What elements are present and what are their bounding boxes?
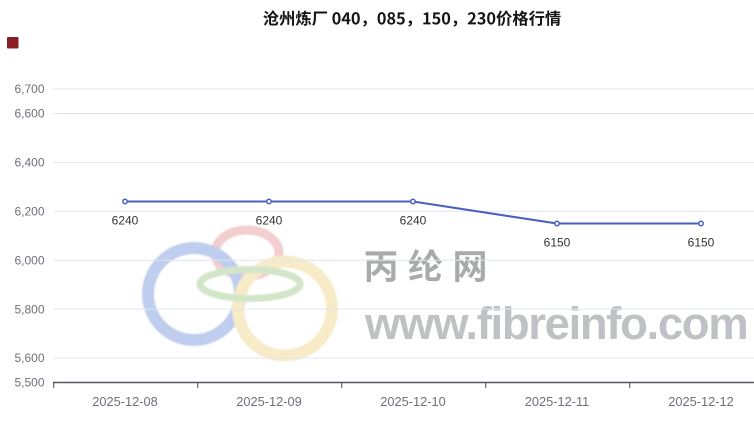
svg-text:6,200: 6,200 xyxy=(14,205,44,219)
svg-text:6240: 6240 xyxy=(400,213,427,227)
svg-text:5,500: 5,500 xyxy=(14,376,44,390)
svg-text:6240: 6240 xyxy=(256,213,283,227)
svg-text:6150: 6150 xyxy=(688,235,715,249)
svg-text:6150: 6150 xyxy=(544,235,571,249)
svg-text:5,800: 5,800 xyxy=(14,302,44,316)
svg-text:www.fibreinfo.com: www.fibreinfo.com xyxy=(364,298,747,349)
svg-text:6,700: 6,700 xyxy=(14,82,44,96)
svg-text:2025-12-09: 2025-12-09 xyxy=(236,394,301,409)
svg-text:6,000: 6,000 xyxy=(14,253,44,267)
svg-text:6240: 6240 xyxy=(112,213,139,227)
svg-text:5,600: 5,600 xyxy=(14,351,44,365)
svg-text:2025-12-11: 2025-12-11 xyxy=(525,394,590,409)
svg-text:2025-12-10: 2025-12-10 xyxy=(380,394,445,409)
svg-text:2025-12-08: 2025-12-08 xyxy=(92,394,157,409)
svg-text:6,400: 6,400 xyxy=(14,156,44,170)
svg-text:6,600: 6,600 xyxy=(14,107,44,121)
svg-text:2025-12-12: 2025-12-12 xyxy=(668,394,733,409)
